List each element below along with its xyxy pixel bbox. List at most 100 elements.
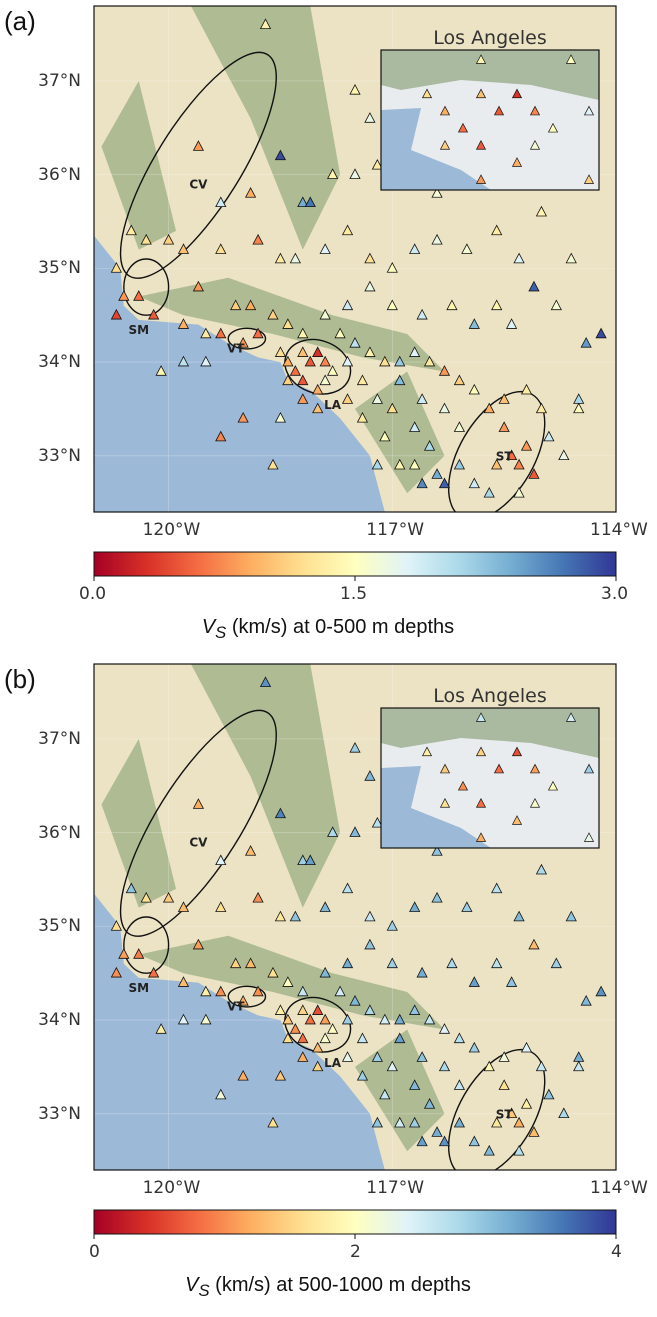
station-marker xyxy=(409,1004,421,1015)
colorbar-tick-label: 4 xyxy=(611,1242,622,1262)
station-marker xyxy=(520,1041,533,1053)
inset-title: Los Angeles xyxy=(433,27,546,49)
station-marker xyxy=(192,280,205,292)
station-marker xyxy=(431,845,443,856)
station-marker xyxy=(386,920,398,931)
station-marker xyxy=(416,393,428,404)
station-marker xyxy=(505,318,518,329)
station-marker xyxy=(133,290,145,301)
station-marker xyxy=(371,393,383,404)
station-marker xyxy=(267,458,279,470)
station-marker xyxy=(446,299,458,311)
station-marker xyxy=(297,393,309,404)
station-marker xyxy=(327,168,339,179)
inset-station-marker xyxy=(529,139,541,150)
station-marker xyxy=(394,1013,406,1025)
station-marker xyxy=(364,280,376,292)
station-marker xyxy=(558,1107,570,1119)
station-marker xyxy=(543,430,555,442)
station-marker xyxy=(491,1116,503,1128)
lat-tick-label: 33°N xyxy=(38,445,81,466)
station-marker xyxy=(349,741,361,753)
station-marker xyxy=(483,1060,495,1072)
station-marker xyxy=(438,365,451,376)
inset-station-marker xyxy=(475,712,487,722)
station-marker xyxy=(289,365,301,376)
station-marker xyxy=(341,1013,354,1025)
station-marker xyxy=(252,985,264,997)
station-marker xyxy=(177,318,190,329)
station-marker xyxy=(371,1116,383,1128)
region-outline-la xyxy=(284,996,352,1053)
station-marker xyxy=(409,458,421,470)
station-marker xyxy=(274,252,287,264)
station-marker xyxy=(528,938,540,950)
lat-tick-label: 33°N xyxy=(38,1103,81,1124)
station-marker xyxy=(409,1079,421,1090)
station-marker xyxy=(453,1032,466,1044)
station-marker xyxy=(319,355,331,367)
station-marker xyxy=(364,252,376,264)
inset-station-marker xyxy=(493,763,505,774)
inset-station-marker xyxy=(457,780,469,791)
station-marker xyxy=(297,1051,309,1062)
station-marker xyxy=(409,243,421,254)
station-marker xyxy=(192,140,205,151)
lat-tick-label: 37°N xyxy=(38,70,81,91)
station-marker xyxy=(431,891,443,903)
colorbar-tick-label: 2 xyxy=(350,1242,361,1262)
station-marker xyxy=(312,1041,324,1053)
inset-station-marker xyxy=(511,157,523,167)
station-marker xyxy=(468,477,480,489)
station-marker xyxy=(371,458,383,470)
inset-title: Los Angeles xyxy=(433,685,546,707)
station-marker xyxy=(535,1060,548,1072)
station-marker xyxy=(125,224,137,236)
station-marker xyxy=(297,327,309,339)
station-marker xyxy=(423,1013,436,1025)
station-marker xyxy=(364,1004,376,1015)
station-marker xyxy=(341,393,354,404)
station-marker xyxy=(312,1004,324,1015)
map-figure: CV SM VT LA ST Los Angeles xyxy=(93,663,617,1239)
region-label-cv: CV xyxy=(189,836,208,850)
station-marker xyxy=(192,938,205,950)
caption-subscript: S xyxy=(215,623,227,642)
station-marker xyxy=(252,891,264,903)
station-marker xyxy=(334,985,346,997)
caption-text: (km/s) at 500-1000 m depths xyxy=(209,1274,471,1296)
station-marker xyxy=(244,299,257,311)
colorbar-caption: VS (km/s) at 500-1000 m depths xyxy=(0,1274,657,1301)
station-marker xyxy=(215,327,227,339)
station-marker xyxy=(319,901,331,912)
station-marker xyxy=(341,1051,354,1062)
region-label-cv: CV xyxy=(189,178,208,192)
station-marker xyxy=(274,149,287,161)
station-marker xyxy=(155,1023,167,1034)
station-marker xyxy=(341,299,354,311)
station-marker xyxy=(513,252,525,264)
region-outline-cv xyxy=(119,51,277,279)
caption-text: (km/s) at 0-500 m depths xyxy=(226,616,455,638)
inset-station-marker xyxy=(493,105,505,116)
station-marker xyxy=(349,826,361,837)
station-marker xyxy=(438,1135,451,1147)
lon-tick-label: 114°W xyxy=(590,520,648,540)
inset-station-marker xyxy=(439,139,451,150)
station-marker xyxy=(364,770,376,781)
region-outline-vt xyxy=(227,327,267,350)
station-marker xyxy=(394,1116,406,1128)
lon-tick-label: 120°W xyxy=(142,1178,201,1198)
station-marker xyxy=(483,486,495,498)
station-marker xyxy=(319,1032,331,1044)
station-marker xyxy=(133,948,145,959)
inset-station-marker xyxy=(565,54,577,64)
station-marker xyxy=(319,374,331,386)
station-marker xyxy=(148,308,160,320)
mountain-range xyxy=(101,80,177,250)
station-marker xyxy=(364,910,376,922)
station-marker xyxy=(319,243,331,254)
inset-station-marker xyxy=(529,797,541,808)
station-marker xyxy=(386,402,398,414)
station-marker xyxy=(297,374,309,386)
